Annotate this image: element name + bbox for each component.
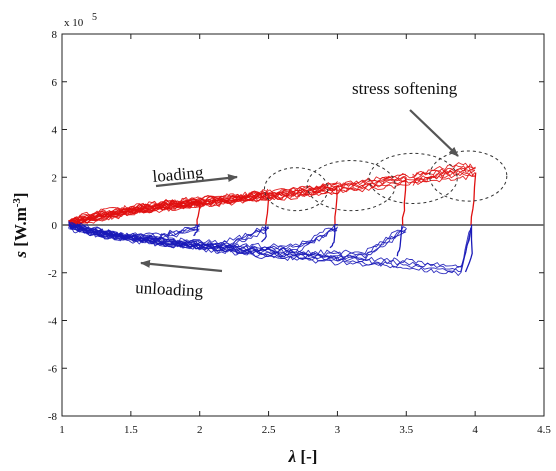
unloading-series xyxy=(68,220,473,276)
x-tick-label: 4 xyxy=(472,424,478,436)
y-tick-label: -6 xyxy=(48,363,58,375)
loading-series xyxy=(68,162,477,228)
series-curve xyxy=(68,224,472,276)
x-tick-label: 1 xyxy=(59,424,65,436)
softening-ellipse xyxy=(263,167,329,212)
cycle-return-line xyxy=(193,224,199,237)
series-curve xyxy=(68,169,476,225)
y-tick-label: -4 xyxy=(48,316,58,328)
cycle-return-line xyxy=(261,225,267,243)
x-tick-label: 3 xyxy=(335,424,341,436)
series-curve xyxy=(68,172,476,225)
x-tick-label: 4.5 xyxy=(537,424,551,436)
y-tick-label: 6 xyxy=(52,77,58,89)
cycle-return-line xyxy=(396,225,403,257)
y-tick-label: 2 xyxy=(52,172,58,184)
softening-ellipse xyxy=(429,150,508,202)
series-curve xyxy=(412,170,476,186)
series-curve xyxy=(412,162,476,177)
x-axis-label: λ [-] xyxy=(288,447,318,466)
x-tick-label: 1.5 xyxy=(124,424,138,436)
x-tick-label: 2.5 xyxy=(262,424,276,436)
cycle-return-line xyxy=(196,201,201,226)
cycle-return-line xyxy=(401,176,407,226)
series-curve xyxy=(68,224,472,274)
unloading-label: unloading xyxy=(135,278,204,301)
x-tick-label: 3.5 xyxy=(399,424,413,436)
y-axis-label: s [W.m-3] xyxy=(11,192,30,258)
cycle-return-line xyxy=(464,224,473,273)
y-tick-label: -2 xyxy=(48,268,57,280)
y-tick-label: 8 xyxy=(52,29,58,41)
y-multiplier-exponent: 5 xyxy=(92,12,97,23)
softening-ellipse xyxy=(306,160,396,212)
series-curve xyxy=(68,222,472,268)
series-curve xyxy=(69,222,472,270)
softening-ellipse xyxy=(368,152,458,205)
y-multiplier: x 10 xyxy=(64,17,84,29)
unloading-arrow xyxy=(140,259,223,273)
series-curve xyxy=(68,225,338,250)
series-curve xyxy=(68,165,476,224)
stress-softening-label: stress softening xyxy=(352,79,458,98)
y-tick-label: -8 xyxy=(48,411,58,423)
y-tick-label: 0 xyxy=(52,220,58,232)
cycle-return-line xyxy=(329,225,336,249)
y-tick-label: 4 xyxy=(52,125,58,137)
series-curve xyxy=(68,223,407,256)
x-tick-label: 2 xyxy=(197,424,203,436)
cycle-return-line xyxy=(334,185,338,225)
loading-arrow xyxy=(155,174,238,188)
stress-softening-arrow xyxy=(409,109,459,157)
loading-label: loading xyxy=(152,163,205,186)
series-curve xyxy=(413,167,475,183)
series-curve xyxy=(68,181,338,225)
cycle-return-line xyxy=(470,172,477,226)
